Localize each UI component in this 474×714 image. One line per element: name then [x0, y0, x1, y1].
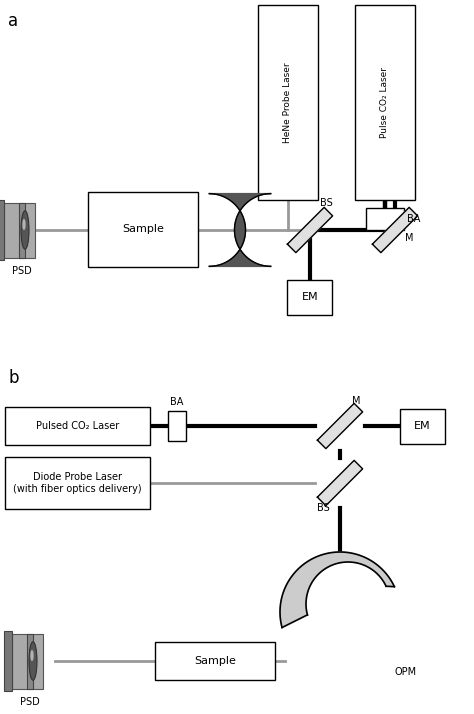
Bar [27, 633, 33, 688]
Bar [355, 5, 415, 200]
Bar [155, 642, 275, 680]
Text: Pulsed CO₂ Laser: Pulsed CO₂ Laser [36, 421, 119, 431]
Text: HeNe Probe Laser: HeNe Probe Laser [283, 62, 292, 143]
Bar [5, 407, 150, 445]
Bar [18, 203, 25, 258]
Text: Sample: Sample [122, 224, 164, 234]
Ellipse shape [30, 650, 34, 661]
Ellipse shape [22, 219, 26, 230]
Text: BA: BA [170, 397, 184, 407]
Text: EM: EM [301, 293, 319, 303]
Text: Diode Probe Laser
(with fiber optics delivery): Diode Probe Laser (with fiber optics del… [13, 472, 142, 494]
Bar [0, 200, 4, 260]
Text: OPM: OPM [395, 667, 417, 677]
Polygon shape [373, 207, 418, 253]
Bar [5, 457, 150, 509]
Text: a: a [8, 12, 18, 30]
Text: PSD: PSD [20, 697, 40, 707]
Text: BS: BS [317, 503, 330, 513]
Text: Sample: Sample [194, 656, 236, 666]
Bar [400, 408, 445, 443]
Polygon shape [318, 403, 363, 448]
Polygon shape [209, 193, 271, 266]
Text: Pulse CO₂ Laser: Pulse CO₂ Laser [381, 67, 390, 138]
Polygon shape [318, 461, 363, 506]
Bar [4, 630, 12, 691]
Bar [288, 280, 332, 315]
Bar [366, 208, 404, 230]
Bar [12, 633, 43, 688]
Bar [4, 203, 35, 258]
Text: M: M [405, 233, 413, 243]
Text: BS: BS [320, 198, 333, 208]
Polygon shape [280, 552, 394, 628]
Text: PSD: PSD [12, 266, 32, 276]
Text: BA: BA [407, 214, 420, 224]
Bar [88, 192, 198, 267]
Ellipse shape [29, 642, 37, 680]
Text: EM: EM [414, 421, 431, 431]
Text: M: M [352, 396, 361, 406]
Text: b: b [8, 369, 18, 387]
Bar [168, 411, 186, 441]
Polygon shape [287, 207, 333, 253]
Ellipse shape [21, 211, 29, 249]
Bar [258, 5, 318, 200]
